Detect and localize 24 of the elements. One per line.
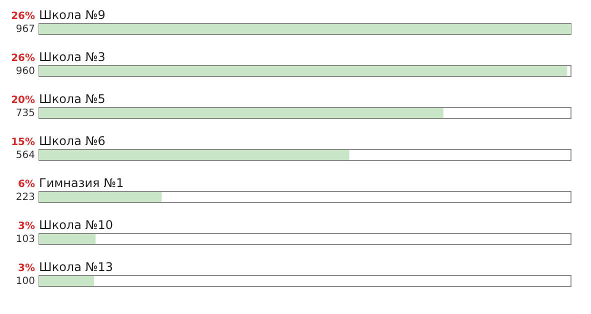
text: 15% [11,137,35,148]
data-label: 100 [16,276,35,287]
y-tick-label: Гимназия №1 [39,176,124,190]
y-tick-label: Школа №9 [39,8,106,22]
text: 3% [18,221,35,232]
text: 6% [18,179,35,190]
data-label: 967 [16,24,35,35]
data-label: 223 [16,192,35,203]
data-label: 564 [16,150,35,161]
text: 3% [18,263,35,274]
data-label: 960 [16,66,35,77]
data-label: 735 [16,108,35,119]
bar [39,276,94,286]
bar [39,192,162,202]
text: 26% [11,11,35,22]
text: 26% [11,53,35,64]
y-tick-label: Школа №5 [39,92,106,106]
y-tick-label: Школа №3 [39,50,106,64]
y-tick-label: Школа №10 [39,218,114,232]
text: 20% [11,95,35,106]
y-tick-label: Школа №13 [39,260,114,274]
bar [39,234,96,244]
data-label: 103 [16,234,35,245]
y-tick-label: Школа №6 [39,134,106,148]
